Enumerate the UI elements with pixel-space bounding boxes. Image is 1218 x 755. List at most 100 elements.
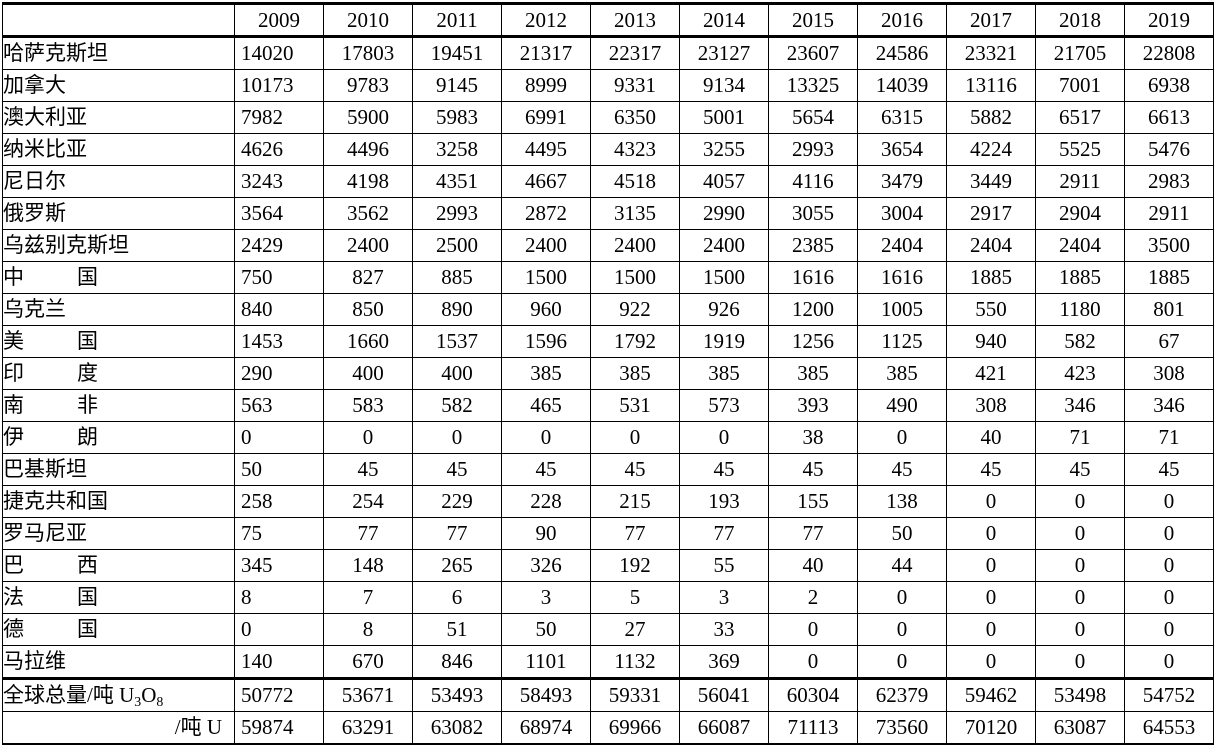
table-cell-value: 2404	[857, 229, 947, 262]
table-row: 中国 750 827 885 1500 1500 1500 1616 1616 1885 1885 1…	[2, 261, 1214, 294]
table-cell-value: 13116	[946, 69, 1036, 102]
row-label-text: 德国	[3, 617, 99, 641]
table-cell-value: 2917	[946, 197, 1036, 230]
table-cell-value: 0	[323, 421, 413, 454]
table-cell-value: 840	[234, 293, 324, 326]
table-cell-value: 6	[412, 581, 502, 614]
table-cell-value: 155	[768, 485, 858, 518]
table-cell-value: 385	[768, 357, 858, 390]
row-label-country: 印度	[2, 357, 235, 390]
table-cell-value: 423	[1035, 357, 1125, 390]
table-cell-value: 77	[412, 517, 502, 550]
table-cell-value: 23127	[679, 36, 769, 70]
table-cell-value: 77	[679, 517, 769, 550]
row-label-text: 巴西	[3, 553, 99, 577]
total-label-subscript-3: 3	[134, 693, 142, 709]
table-cell-value: 2993	[412, 197, 502, 230]
table-cell-total-value: 59874	[234, 711, 324, 745]
table-cell-value: 138	[857, 485, 947, 518]
row-label-total: 全球总量/吨 U3O8	[2, 677, 235, 712]
table-cell-value: 0	[1124, 549, 1214, 582]
table-row: 乌克兰 840 850 890 960 922 926 1200 1005 550 1180 801	[2, 293, 1214, 326]
table-cell-value: 5900	[323, 101, 413, 134]
table-cell-value: 8	[234, 581, 324, 614]
table-cell-value: 2904	[1035, 197, 1125, 230]
table-row: 纳米比亚 4626 4496 3258 4495 4323 3255 2993 3654 4224…	[2, 133, 1214, 166]
row-label-country: 乌克兰	[2, 293, 235, 326]
table-cell-value: 400	[323, 357, 413, 390]
table-cell-value: 465	[501, 389, 591, 422]
table-cell-value: 0	[1035, 549, 1125, 582]
table-cell-value: 193	[679, 485, 769, 518]
table-cell-value: 308	[946, 389, 1036, 422]
table-cell-value: 801	[1124, 293, 1214, 326]
table-cell-value: 670	[323, 645, 413, 679]
table-cell-value: 24586	[857, 36, 947, 70]
table-cell-value: 1500	[590, 261, 680, 294]
total-label-mid: O	[141, 683, 157, 707]
table-cell-value: 148	[323, 549, 413, 582]
table-cell-value: 5525	[1035, 133, 1125, 166]
table-cell-value: 890	[412, 293, 502, 326]
table-cell-value: 5476	[1124, 133, 1214, 166]
table-cell-value: 90	[501, 517, 591, 550]
table-cell-value: 346	[1035, 389, 1125, 422]
table-cell-total-value: 56041	[679, 677, 769, 712]
table-cell-value: 45	[323, 453, 413, 486]
table-cell-value: 7982	[234, 101, 324, 134]
table-cell-value: 3	[679, 581, 769, 614]
table-cell-value: 1125	[857, 325, 947, 358]
table-cell-value: 0	[768, 613, 858, 646]
table-cell-value: 583	[323, 389, 413, 422]
table-cell-value: 67	[1124, 325, 1214, 358]
table-cell-value: 8999	[501, 69, 591, 102]
table-cell-value: 3	[501, 581, 591, 614]
table-row: 德国 0 8 51 50 27 33 0 0 0 0 0	[2, 613, 1214, 646]
table-cell-value: 885	[412, 261, 502, 294]
table-cell-value: 1101	[501, 645, 591, 679]
table-cell-value: 140	[234, 645, 324, 679]
table-cell-total-value: 73560	[857, 711, 947, 745]
table-cell-value: 3564	[234, 197, 324, 230]
header-cell-year: 2019	[1124, 3, 1214, 38]
table-cell-value: 0	[501, 421, 591, 454]
table-cell-value: 50	[234, 453, 324, 486]
table-cell-total-value: 63291	[323, 711, 413, 745]
table-cell-value: 45	[1035, 453, 1125, 486]
table-cell-value: 573	[679, 389, 769, 422]
row-label-text: 中国	[3, 265, 99, 289]
table-cell-value: 563	[234, 389, 324, 422]
table-cell-value: 4224	[946, 133, 1036, 166]
table-cell-value: 3055	[768, 197, 858, 230]
table-cell-value: 393	[768, 389, 858, 422]
table-cell-value: 3449	[946, 165, 1036, 198]
table-cell-value: 385	[501, 357, 591, 390]
table-total-row: 全球总量/吨 U3O8 50772 53671 53493 58493 59331 5604…	[2, 677, 1214, 712]
table-cell-value: 0	[946, 581, 1036, 614]
table-cell-value: 0	[946, 517, 1036, 550]
table-cell-value: 326	[501, 549, 591, 582]
table-cell-value: 6991	[501, 101, 591, 134]
row-label-country: 加拿大	[2, 69, 235, 102]
table-cell-value: 0	[1035, 645, 1125, 679]
table-cell-value: 51	[412, 613, 502, 646]
row-label-country: 法国	[2, 581, 235, 614]
uranium-production-table: 2009 2010 2011 2012 2013 2014 2015 2016 2017 2018…	[2, 2, 1214, 745]
table-cell-value: 19451	[412, 36, 502, 70]
table-cell-value: 1596	[501, 325, 591, 358]
header-cell-year: 2010	[323, 3, 413, 38]
row-label-country: 罗马尼亚	[2, 517, 235, 550]
table-cell-value: 71	[1035, 421, 1125, 454]
table-row: 哈萨克斯坦 14020 17803 19451 21317 22317 23127 23607…	[2, 36, 1214, 70]
table-row: 尼日尔 3243 4198 4351 4667 4518 4057 4116 3479 3449 2…	[2, 165, 1214, 198]
table-cell-value: 0	[1124, 613, 1214, 646]
table-cell-value: 3004	[857, 197, 947, 230]
table-cell-value: 13325	[768, 69, 858, 102]
table-cell-value: 0	[857, 645, 947, 679]
row-label-country: 俄罗斯	[2, 197, 235, 230]
table-cell-value: 750	[234, 261, 324, 294]
table-cell-value: 5882	[946, 101, 1036, 134]
table-header: 2009 2010 2011 2012 2013 2014 2015 2016 2017 2018…	[2, 3, 1214, 38]
table-cell-value: 40	[946, 421, 1036, 454]
